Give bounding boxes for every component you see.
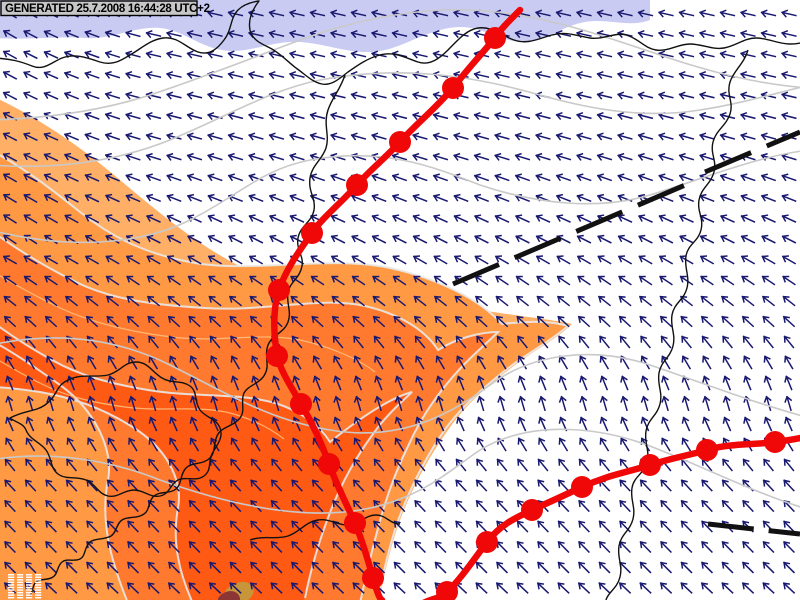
svg-text:GENERATED 25.7.2008 16:44:28 U: GENERATED 25.7.2008 16:44:28 UTC+2 xyxy=(5,3,210,15)
